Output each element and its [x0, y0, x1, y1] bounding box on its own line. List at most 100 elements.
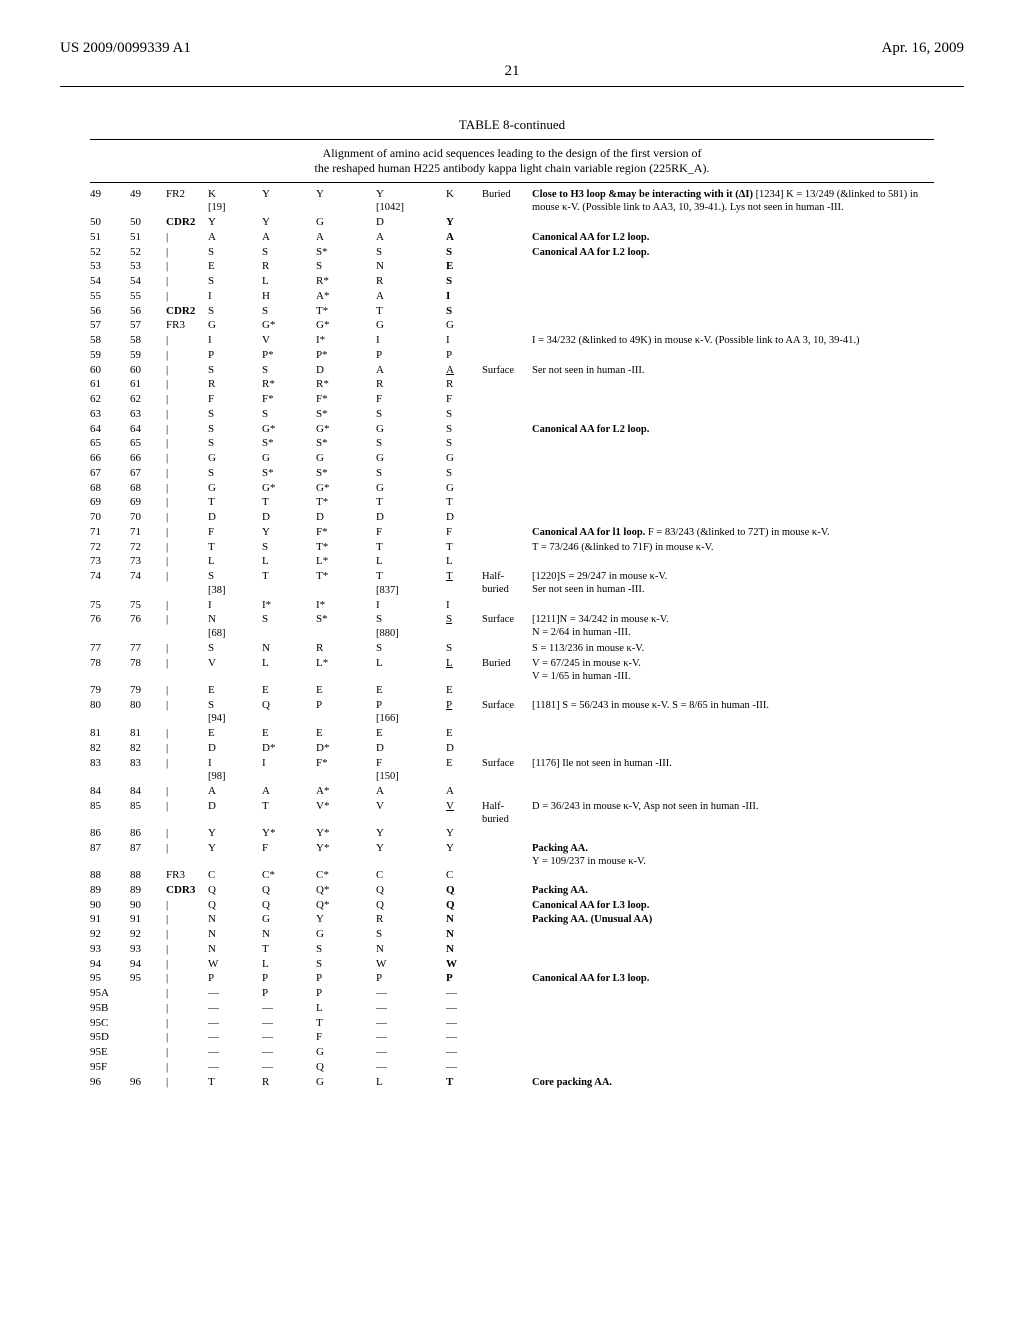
- cell: S: [316, 943, 376, 957]
- table-row: 8585|DTV*VVHalf-buriedD = 36/243 in mous…: [90, 799, 934, 826]
- table-row: 95D|——F——: [90, 1031, 934, 1046]
- table-row: 9595|PPPPPCanonical AA for L3 loop.: [90, 972, 934, 987]
- cell: 75: [90, 599, 130, 613]
- cell: D: [262, 511, 316, 525]
- cell: —: [208, 1017, 262, 1031]
- cell: G: [316, 928, 376, 942]
- cell: K: [446, 188, 482, 202]
- cell: —: [376, 1031, 446, 1045]
- cell: I: [208, 334, 262, 348]
- cell: T: [208, 1076, 262, 1090]
- cell: 49: [130, 188, 166, 202]
- cell: —: [446, 1031, 482, 1045]
- cell: 87: [90, 842, 130, 856]
- cell: 54: [90, 275, 130, 289]
- table-row: 5252|SSS*SSCanonical AA for L2 loop.: [90, 245, 934, 260]
- cell: —: [376, 1046, 446, 1060]
- cell: F*: [262, 393, 316, 407]
- cell: 81: [130, 727, 166, 741]
- cell: 64: [130, 423, 166, 437]
- cell: Y*: [262, 827, 316, 841]
- cell: G: [262, 452, 316, 466]
- cell: Half-buried: [482, 800, 532, 826]
- cell: Core packing AA.: [532, 1076, 934, 1089]
- cell: S: [376, 408, 446, 422]
- cell: Y: [262, 526, 316, 540]
- cell: I: [262, 757, 316, 771]
- cell: 63: [90, 408, 130, 422]
- cell: S: [376, 437, 446, 451]
- cell: D: [376, 742, 446, 756]
- cell: T: [262, 496, 316, 510]
- cell: |: [166, 699, 208, 713]
- table-row: 6868|GG*G*GG: [90, 481, 934, 496]
- cell: S: [208, 275, 262, 289]
- cell: 90: [90, 899, 130, 913]
- table-row: 95B|——L——: [90, 1001, 934, 1016]
- cell: 79: [90, 684, 130, 698]
- table-row: 6565|SS*S*SS: [90, 437, 934, 452]
- cell: T*: [316, 496, 376, 510]
- cell: S*: [316, 613, 376, 627]
- cell: Surface: [482, 757, 532, 770]
- cell: 52: [90, 246, 130, 260]
- cell: 94: [130, 958, 166, 972]
- cell: S: [376, 246, 446, 260]
- cell: 60: [130, 364, 166, 378]
- cell: 93: [90, 943, 130, 957]
- cell: S: [208, 246, 262, 260]
- cell: CDR3: [166, 884, 208, 898]
- cell: A: [376, 231, 446, 245]
- cell: F: [316, 1031, 376, 1045]
- cell: 70: [90, 511, 130, 525]
- table-row: 7373|LLL*LL: [90, 555, 934, 570]
- cell: S: [446, 275, 482, 289]
- cell: G: [446, 482, 482, 496]
- cell: 95: [90, 972, 130, 986]
- cell: —: [208, 1031, 262, 1045]
- cell: Y: [208, 216, 262, 230]
- cell: 78: [130, 657, 166, 671]
- cell: P: [376, 972, 446, 986]
- cell: Canonical AA for L2 loop.: [532, 246, 934, 259]
- cell: N: [208, 913, 262, 927]
- cell: L: [262, 657, 316, 671]
- cell: F: [376, 526, 446, 540]
- cell: |: [166, 408, 208, 422]
- cell: T: [262, 800, 316, 814]
- table-row: 5050CDR2YYGDY: [90, 216, 934, 231]
- cell: P: [376, 349, 446, 363]
- cell: S: [446, 613, 482, 627]
- cell: Q: [376, 884, 446, 898]
- cell: T: [376, 305, 446, 319]
- cell: 87: [130, 842, 166, 856]
- cell: Q*: [316, 884, 376, 898]
- cell: V: [208, 657, 262, 671]
- cell: Surface: [482, 699, 532, 712]
- cell: |: [166, 334, 208, 348]
- cell: —: [376, 1017, 446, 1031]
- patent-date: Apr. 16, 2009: [882, 40, 965, 57]
- cell: CDR2: [166, 216, 208, 230]
- cell: |: [166, 423, 208, 437]
- cell: V: [446, 800, 482, 814]
- cell: S: [446, 437, 482, 451]
- cell: G: [316, 216, 376, 230]
- cell: 94: [90, 958, 130, 972]
- cell: S: [316, 958, 376, 972]
- cell: 51: [90, 231, 130, 245]
- table-row: 95C|——T——: [90, 1016, 934, 1031]
- cell: S: [208, 364, 262, 378]
- cell: |: [166, 899, 208, 913]
- cell: S*: [262, 467, 316, 481]
- cell: 59: [130, 349, 166, 363]
- cell: 58: [130, 334, 166, 348]
- cell: 52: [130, 246, 166, 260]
- cell: A: [262, 231, 316, 245]
- cell: 51: [130, 231, 166, 245]
- table-row: 95E|——G——: [90, 1046, 934, 1061]
- cell: F: [446, 526, 482, 540]
- table-row: 5959|PP*P*PP: [90, 348, 934, 363]
- cell: Ser not seen in human -III.: [532, 364, 934, 377]
- cell: 91: [130, 913, 166, 927]
